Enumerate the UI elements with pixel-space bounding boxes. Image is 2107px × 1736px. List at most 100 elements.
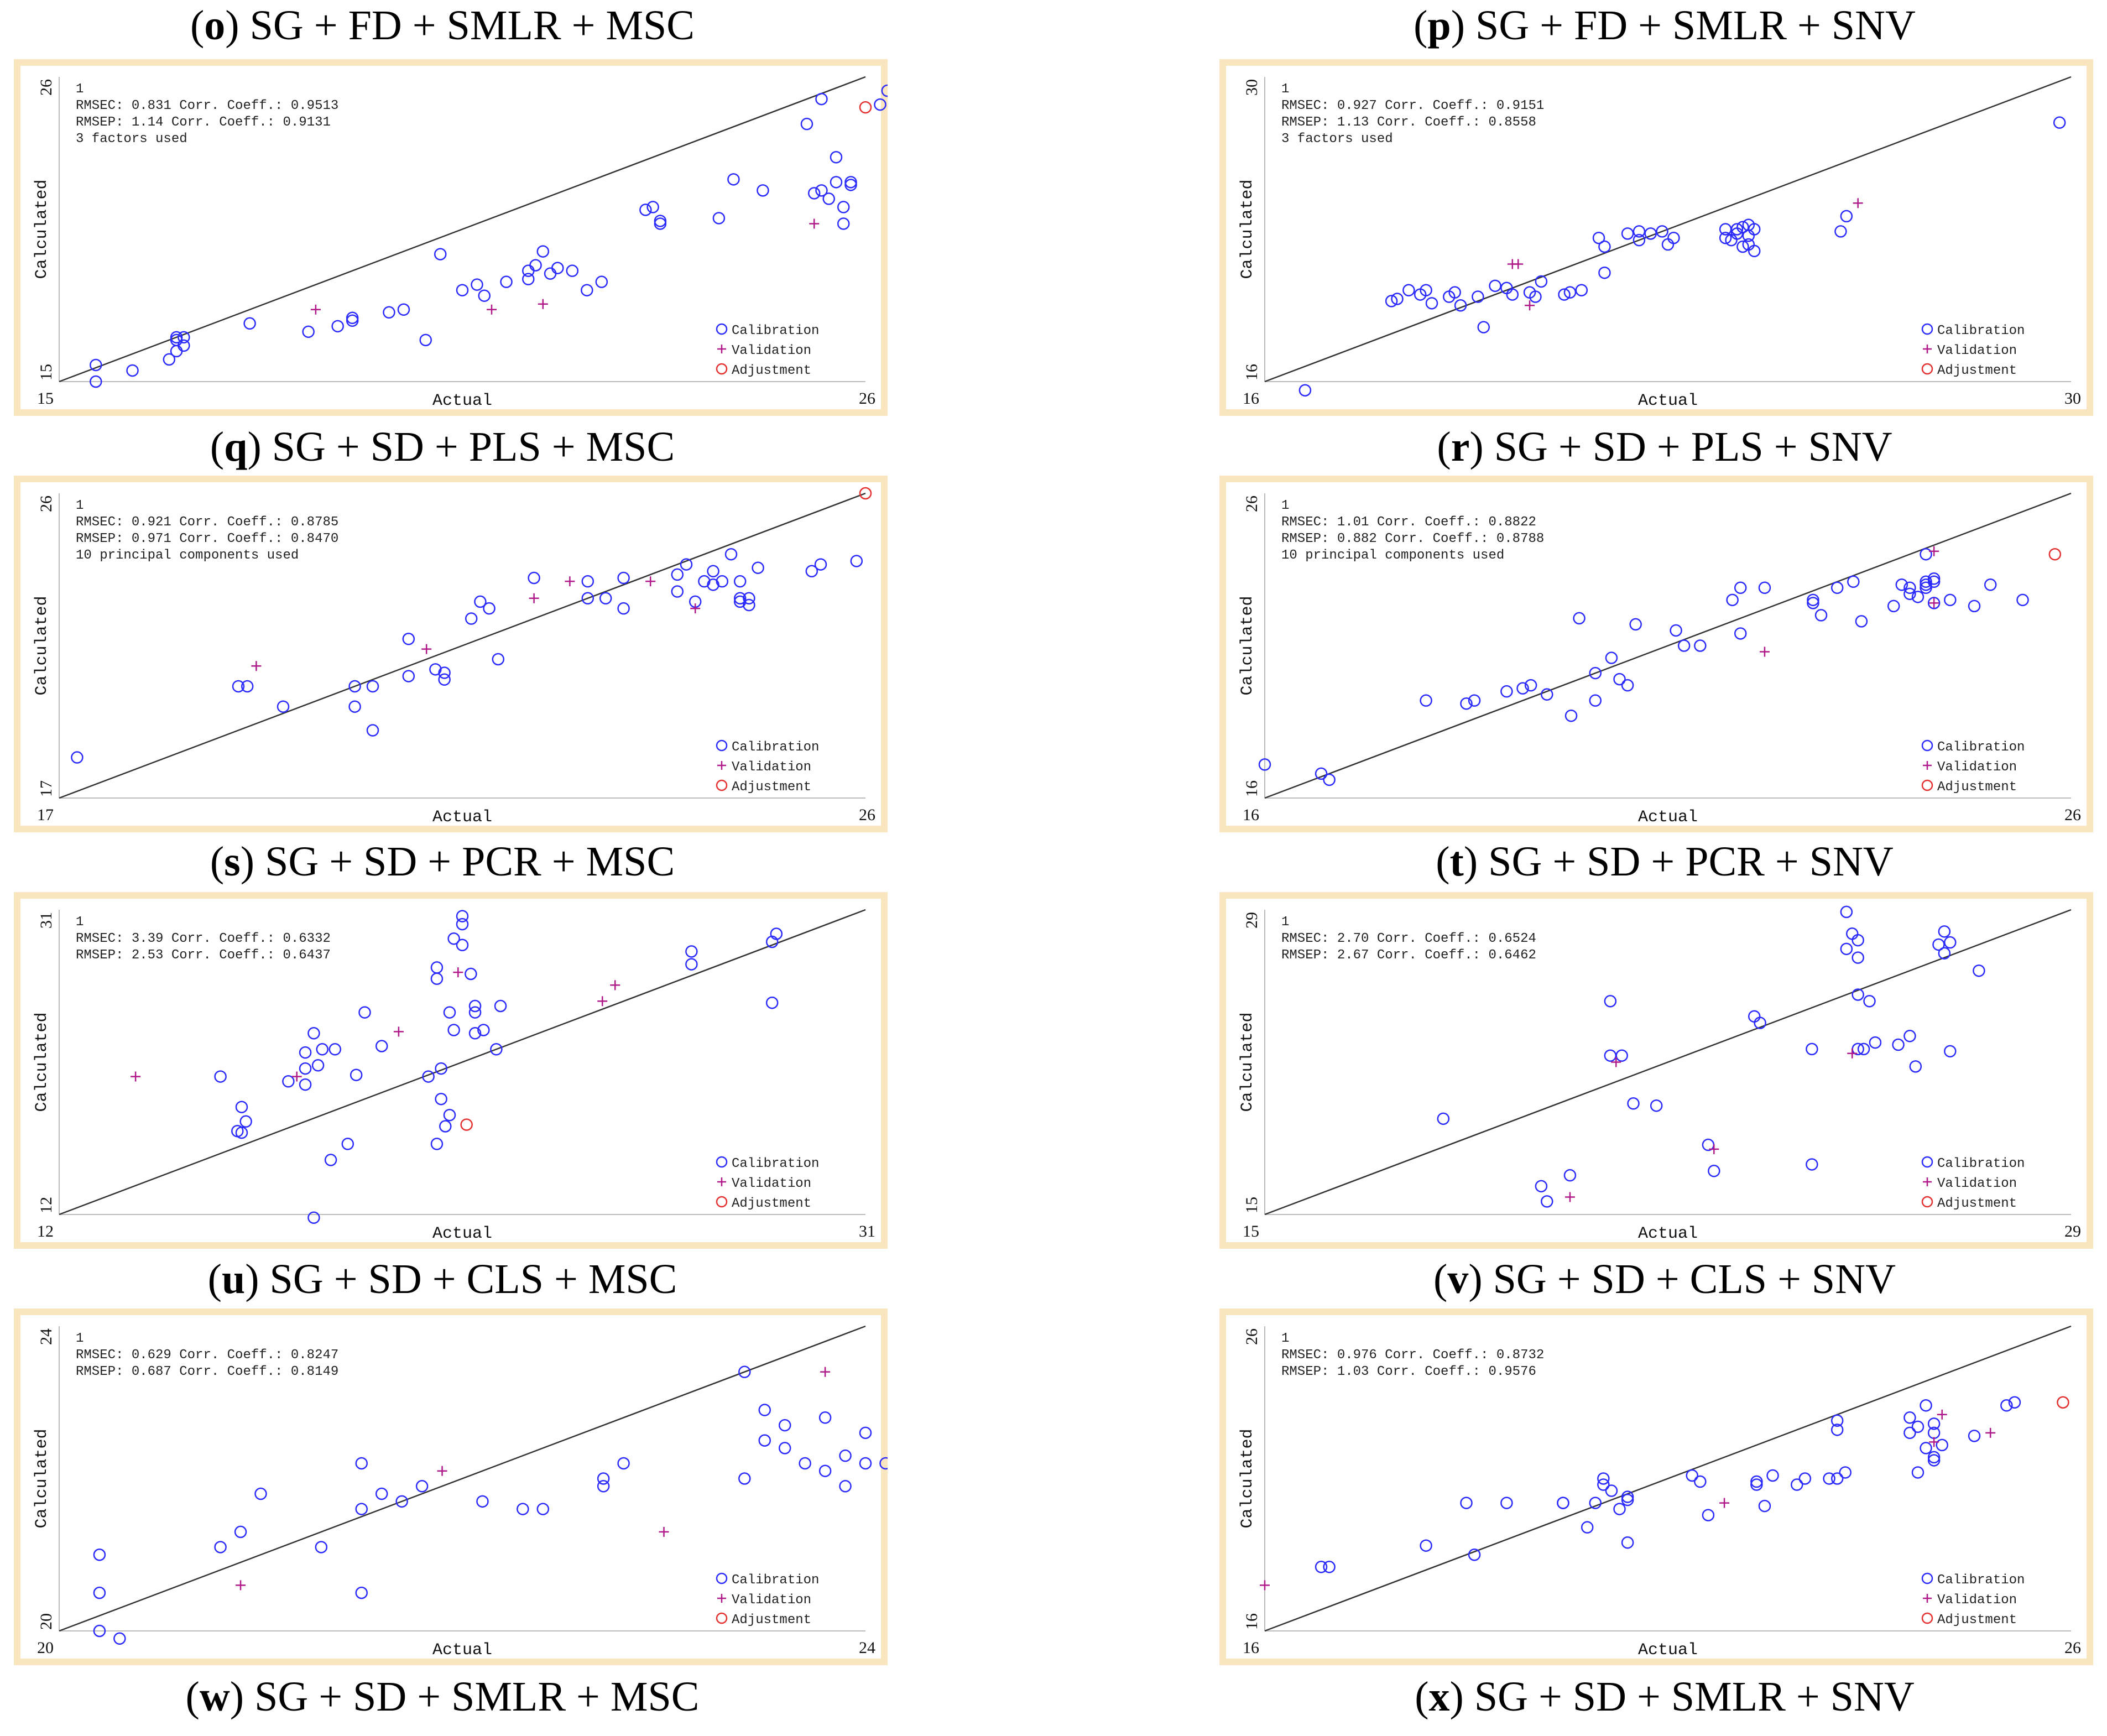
x-tick-label: 29 <box>2064 1222 2081 1240</box>
validation-point <box>565 576 575 587</box>
legend-adjustment-icon <box>1921 779 1933 791</box>
plot-svg: 1 RMSEC: 1.01 Corr. Coeff.: 0.8822RMSEP: … <box>1226 482 2087 827</box>
validation-point <box>1985 1427 1996 1438</box>
calibration-point <box>465 612 478 625</box>
calibration-point <box>1650 1099 1663 1112</box>
calibration-point <box>837 217 850 230</box>
calibration-point <box>415 1480 429 1493</box>
calibration-point <box>402 633 415 645</box>
calibration-point <box>1968 1430 1981 1442</box>
calibration-point <box>1903 1426 1916 1440</box>
caption-o: (o) SG + FD + SMLR + MSC <box>190 2 695 49</box>
stats-text-line: RMSEP: 2.53 Corr. Coeff.: 0.6437 <box>76 948 331 963</box>
calibration-point <box>1298 384 1312 397</box>
y-tick-label: 20 <box>37 1613 55 1630</box>
calibration-point <box>1973 964 1985 977</box>
calibration-point <box>685 958 698 971</box>
calibration-point <box>1516 682 1529 695</box>
y-axis-title: Calculated <box>1238 1012 1257 1112</box>
x-tick-label: 26 <box>859 389 875 408</box>
calibration-point <box>1564 709 1578 722</box>
calibration-point <box>566 264 579 277</box>
validation-point <box>393 1026 404 1037</box>
caption-letter: o <box>204 2 226 49</box>
calibration-point <box>671 568 684 581</box>
plot-background <box>1226 899 2087 1242</box>
x-axis-title: Actual <box>432 392 492 410</box>
calibration-point <box>456 910 469 922</box>
calibration-point <box>355 1457 368 1470</box>
calibration-point <box>1766 1469 1779 1482</box>
legend-adjustment-icon <box>1921 363 1933 375</box>
calibration-point <box>1830 581 1844 595</box>
scatter-panel-p: 1 RMSEC: 0.927 Corr. Coeff.: 0.9151 RMSEP:… <box>1219 59 2093 416</box>
stats-text-line: 1 <box>76 1331 84 1346</box>
calibration-point <box>1472 290 1484 303</box>
legend-label: Validation <box>1937 343 2017 358</box>
validation-point <box>597 996 608 1007</box>
y-tick-label: 16 <box>1243 780 1261 797</box>
validation-point <box>437 1466 447 1476</box>
caption-text: SG + FD + SMLR + MSC <box>249 2 695 49</box>
validation-point <box>809 218 820 229</box>
calibration-point <box>1604 995 1617 1008</box>
calibration-point <box>90 375 102 388</box>
legend-adjustment-icon <box>716 1612 728 1624</box>
legend-label: Adjustment <box>1937 363 2017 378</box>
calibration-point <box>1621 679 1634 692</box>
calibration-point <box>1750 1478 1763 1491</box>
calibration-point <box>214 1070 227 1083</box>
calibration-point <box>1750 1475 1763 1488</box>
caption-text: SG + SD + PLS + SNV <box>1494 424 1892 470</box>
calibration-point <box>1734 581 1747 595</box>
stats-text-line: RMSEC: 0.831 Corr. Coeff.: 0.9513 <box>76 98 338 113</box>
validation-point <box>1929 598 1939 608</box>
validation-point <box>1929 1437 1939 1447</box>
calibration-point <box>1506 288 1519 301</box>
validation-point <box>529 593 539 603</box>
caption-text: SG + SD + CLS + MSC <box>269 1256 677 1302</box>
calibration-point <box>430 961 444 974</box>
calibration-point <box>1730 223 1744 236</box>
legend-adjustment-icon <box>1921 1612 1933 1624</box>
validation-point <box>251 661 262 671</box>
stats-text-line: RMSEP: 0.687 Corr. Coeff.: 0.8149 <box>76 1364 338 1379</box>
calibration-point <box>536 1503 550 1515</box>
x-tick-label: 16 <box>1243 389 1259 408</box>
calibration-point <box>1677 639 1691 652</box>
calibration-point <box>1500 1497 1513 1509</box>
calibration-point <box>1323 1561 1336 1573</box>
calibration-point <box>1852 951 1864 964</box>
calibration-point <box>1702 1509 1715 1521</box>
y-axis-title: Calculated <box>33 596 51 695</box>
stats-text-line: RMSEC: 0.927 Corr. Coeff.: 0.9151 <box>1281 98 1544 113</box>
calibration-point <box>239 1115 252 1128</box>
stats-text-line: RMSEP: 2.67 Corr. Coeff.: 0.6462 <box>1281 948 1536 963</box>
x-tick-label: 16 <box>1243 1639 1259 1657</box>
calibration-point <box>1477 321 1490 333</box>
stats-text-line: 3 factors used <box>1281 132 1393 147</box>
calibration-point <box>1402 284 1415 296</box>
calibration-point <box>859 1426 872 1440</box>
calibration-point <box>1425 297 1438 310</box>
calibration-point <box>517 1503 529 1515</box>
caption-text: SG + SD + PCR + MSC <box>265 838 675 885</box>
stats-text-line: RMSEC: 3.39 Corr. Coeff.: 0.6332 <box>76 931 331 946</box>
calibration-point <box>805 565 818 578</box>
calibration-point <box>536 245 550 258</box>
calibration-point <box>1541 688 1553 701</box>
identity-line <box>1264 909 2072 1216</box>
calibration-point <box>1944 593 1957 607</box>
calibration-point <box>113 1632 126 1645</box>
calibration-point <box>757 184 769 197</box>
calibration-point <box>307 1211 320 1224</box>
calibration-point <box>765 996 779 1009</box>
validation-point <box>453 967 463 978</box>
calibration-point <box>1708 1165 1720 1177</box>
calibration-point <box>1892 1038 1905 1051</box>
validation-point <box>538 299 548 309</box>
calibration-point <box>93 1624 106 1638</box>
y-tick-label: 17 <box>37 780 55 797</box>
calibration-point <box>839 1449 852 1462</box>
